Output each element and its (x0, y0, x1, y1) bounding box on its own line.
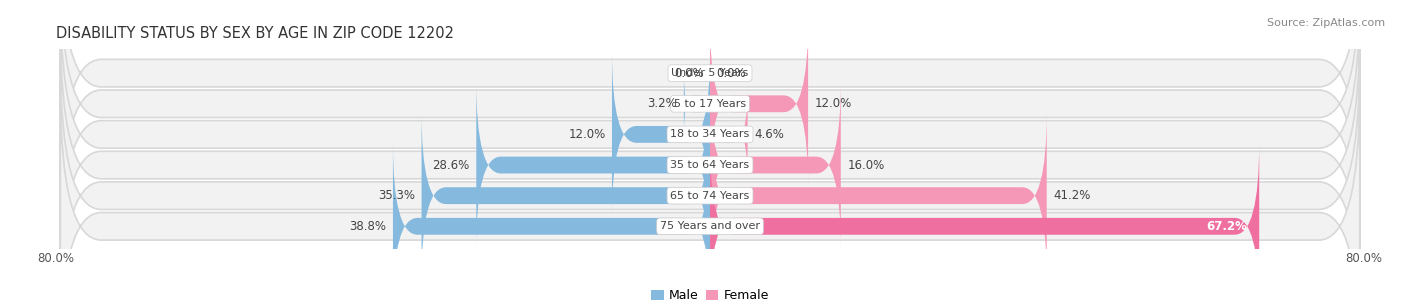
FancyBboxPatch shape (710, 20, 808, 187)
Text: 35 to 64 Years: 35 to 64 Years (671, 160, 749, 170)
Text: 4.6%: 4.6% (754, 128, 785, 141)
FancyBboxPatch shape (612, 51, 710, 218)
Text: 35.3%: 35.3% (378, 189, 415, 202)
Text: 67.2%: 67.2% (1206, 220, 1247, 233)
Text: 0.0%: 0.0% (673, 67, 703, 80)
FancyBboxPatch shape (60, 0, 1360, 274)
FancyBboxPatch shape (710, 81, 841, 248)
Text: DISABILITY STATUS BY SEX BY AGE IN ZIP CODE 12202: DISABILITY STATUS BY SEX BY AGE IN ZIP C… (56, 26, 454, 40)
FancyBboxPatch shape (710, 143, 1260, 304)
Text: 16.0%: 16.0% (848, 159, 884, 171)
Text: 12.0%: 12.0% (814, 97, 852, 110)
FancyBboxPatch shape (683, 73, 710, 135)
FancyBboxPatch shape (60, 87, 1360, 304)
FancyBboxPatch shape (710, 112, 1046, 279)
Text: 18 to 34 Years: 18 to 34 Years (671, 130, 749, 140)
FancyBboxPatch shape (392, 143, 710, 304)
Text: 28.6%: 28.6% (433, 159, 470, 171)
FancyBboxPatch shape (60, 0, 1360, 243)
FancyBboxPatch shape (422, 112, 710, 279)
Text: 3.2%: 3.2% (648, 97, 678, 110)
FancyBboxPatch shape (477, 81, 710, 248)
Text: 38.8%: 38.8% (350, 220, 387, 233)
Text: 65 to 74 Years: 65 to 74 Years (671, 191, 749, 201)
FancyBboxPatch shape (60, 0, 1360, 212)
Text: 5 to 17 Years: 5 to 17 Years (673, 99, 747, 109)
Text: 0.0%: 0.0% (717, 67, 747, 80)
Text: Under 5 Years: Under 5 Years (672, 68, 748, 78)
Text: Source: ZipAtlas.com: Source: ZipAtlas.com (1267, 18, 1385, 28)
Text: 41.2%: 41.2% (1053, 189, 1091, 202)
FancyBboxPatch shape (60, 56, 1360, 304)
FancyBboxPatch shape (60, 26, 1360, 304)
Legend: Male, Female: Male, Female (647, 284, 773, 304)
Text: 75 Years and over: 75 Years and over (659, 221, 761, 231)
FancyBboxPatch shape (710, 86, 748, 182)
Text: 12.0%: 12.0% (568, 128, 606, 141)
